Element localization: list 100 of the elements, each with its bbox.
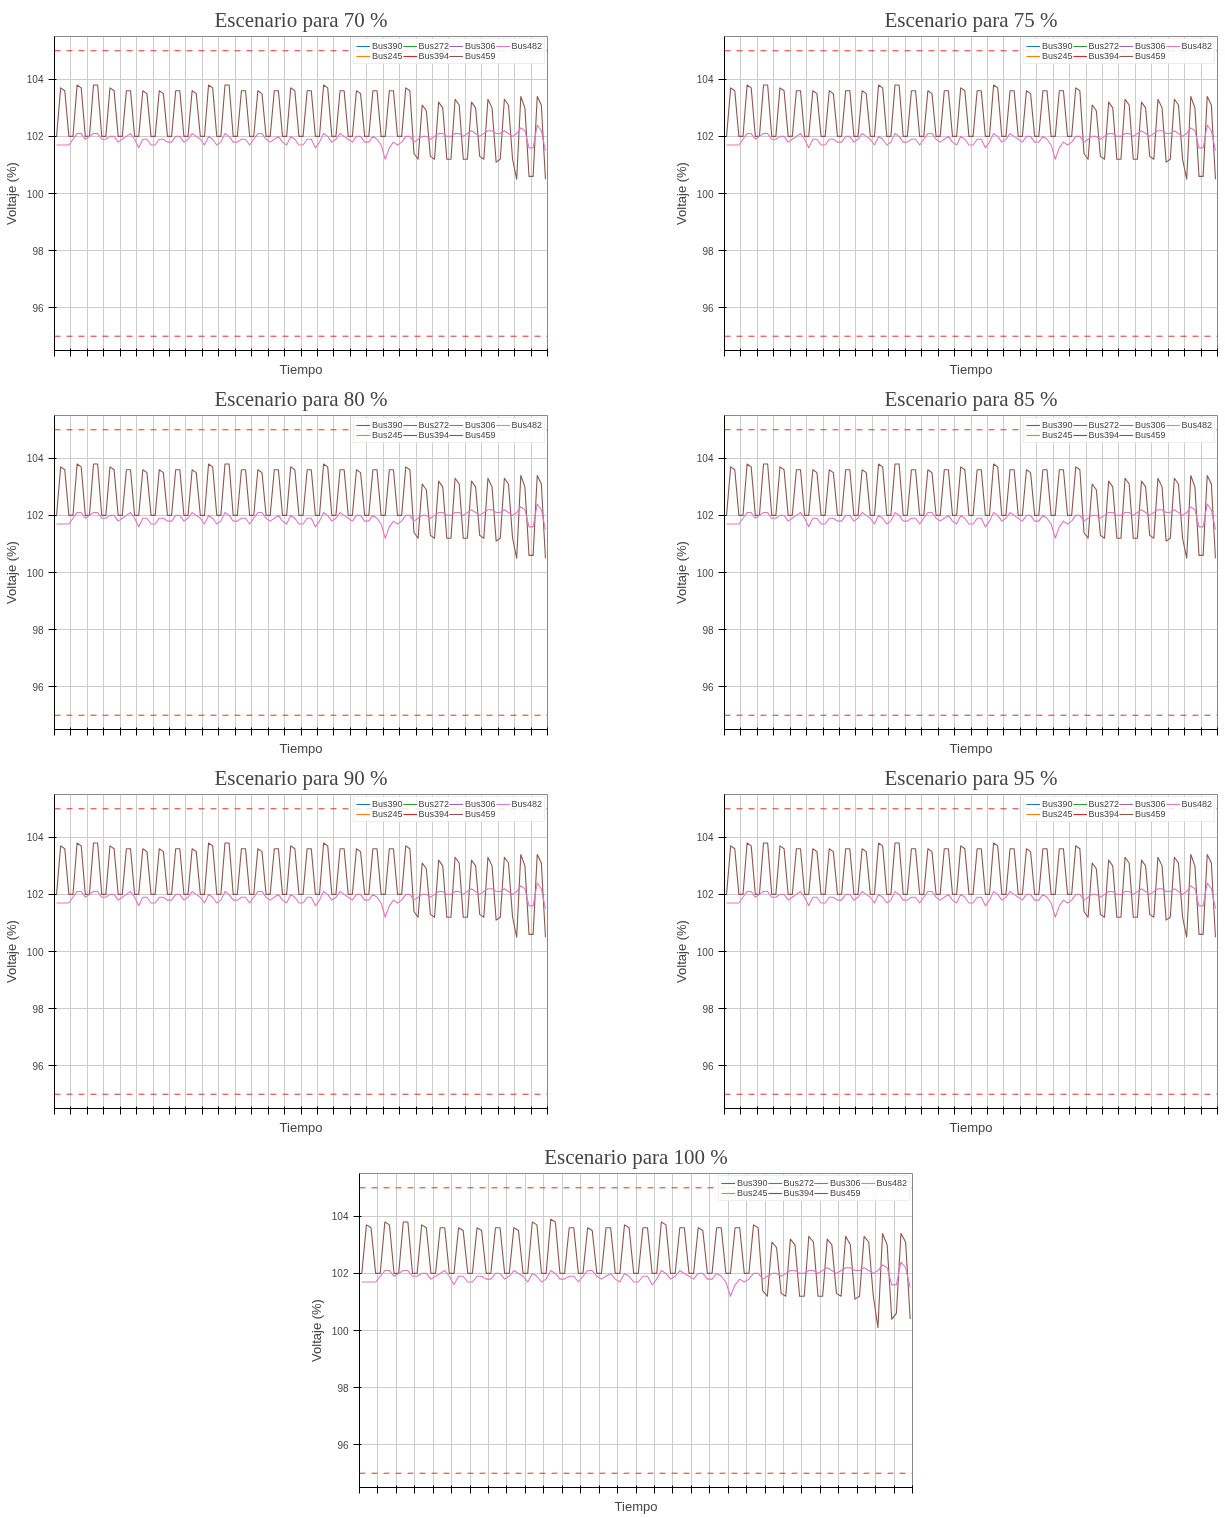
chart-title: Escenario para 70 % xyxy=(214,7,388,32)
legend-label: Bus306 xyxy=(1134,41,1166,51)
chart-title: Escenario para 100 % xyxy=(544,1144,728,1169)
legend-label: Bus459 xyxy=(464,430,496,440)
legend-label: Bus394 xyxy=(418,809,449,819)
legend-label: Bus306 xyxy=(464,41,496,51)
y-tick-label: 104 xyxy=(696,453,714,465)
legend-label: Bus272 xyxy=(418,41,449,51)
y-axis-title: Voltaje (%) xyxy=(3,920,19,983)
x-axis-title: Tiempo xyxy=(614,1498,658,1514)
y-tick-label: 100 xyxy=(696,188,714,200)
legend-label: Bus394 xyxy=(783,1188,814,1198)
legend-label: Bus459 xyxy=(1134,51,1166,61)
legend-label: Bus390 xyxy=(736,1178,768,1188)
y-tick-label: 98 xyxy=(32,624,44,636)
legend-label: Bus459 xyxy=(1134,430,1166,440)
y-tick-label: 102 xyxy=(696,131,714,143)
line-series xyxy=(56,84,546,180)
y-axis-title: Voltaje (%) xyxy=(673,541,689,604)
y-tick-label: 98 xyxy=(32,1003,44,1015)
line-series xyxy=(56,882,546,918)
legend-label: Bus245 xyxy=(371,430,403,440)
y-axis-title: Voltaje (%) xyxy=(3,162,19,225)
y-tick-label: 100 xyxy=(696,946,714,958)
y-tick-label: 100 xyxy=(696,567,714,579)
x-axis-title: Tiempo xyxy=(949,361,993,377)
legend-label: Bus306 xyxy=(829,1178,861,1188)
legend-label: Bus272 xyxy=(783,1178,814,1188)
legend-label: Bus245 xyxy=(736,1188,768,1198)
line-series xyxy=(726,124,1216,160)
y-tick-label: 96 xyxy=(337,1439,349,1451)
legend-label: Bus482 xyxy=(1181,420,1212,430)
legend-label: Bus482 xyxy=(511,799,542,809)
legend-label: Bus459 xyxy=(464,51,496,61)
legend-label: Bus306 xyxy=(1134,420,1166,430)
legend-label: Bus459 xyxy=(829,1188,861,1198)
y-tick-label: 102 xyxy=(696,889,714,901)
legend-label: Bus306 xyxy=(464,799,496,809)
x-axis-title: Tiempo xyxy=(949,1119,993,1135)
line-series xyxy=(726,463,1216,559)
y-tick-label: 102 xyxy=(26,889,44,901)
legend-label: Bus272 xyxy=(1088,420,1119,430)
y-tick-label: 100 xyxy=(26,567,44,579)
legend-label: Bus394 xyxy=(418,430,449,440)
y-tick-label: 98 xyxy=(32,245,44,257)
y-axis-title: Voltaje (%) xyxy=(3,541,19,604)
legend-label: Bus245 xyxy=(371,51,403,61)
y-axis-title: Voltaje (%) xyxy=(308,1299,324,1362)
legend-label: Bus482 xyxy=(511,420,542,430)
line-series xyxy=(361,1218,911,1329)
line-series xyxy=(726,842,1216,938)
y-tick-label: 100 xyxy=(331,1325,349,1337)
y-tick-label: 104 xyxy=(26,453,44,465)
x-axis-title: Tiempo xyxy=(279,740,323,756)
legend-label: Bus272 xyxy=(418,799,449,809)
legend-label: Bus482 xyxy=(876,1178,907,1188)
y-tick-label: 98 xyxy=(702,624,714,636)
legend-label: Bus394 xyxy=(418,51,449,61)
x-axis-title: Tiempo xyxy=(949,740,993,756)
y-tick-label: 96 xyxy=(32,681,44,693)
legend-label: Bus390 xyxy=(1041,41,1073,51)
y-tick-label: 98 xyxy=(337,1382,349,1394)
y-tick-label: 102 xyxy=(696,510,714,522)
y-tick-label: 96 xyxy=(32,1060,44,1072)
legend-label: Bus272 xyxy=(1088,41,1119,51)
y-tick-label: 96 xyxy=(32,302,44,314)
legend-label: Bus482 xyxy=(1181,41,1212,51)
legend-label: Bus394 xyxy=(1088,809,1119,819)
legend-label: Bus306 xyxy=(464,420,496,430)
chart-title: Escenario para 85 % xyxy=(884,386,1058,411)
legend-label: Bus390 xyxy=(371,799,403,809)
legend-label: Bus390 xyxy=(371,420,403,430)
y-axis-title: Voltaje (%) xyxy=(673,920,689,983)
legend-label: Bus245 xyxy=(1041,809,1073,819)
chart-title: Escenario para 75 % xyxy=(884,7,1058,32)
y-tick-label: 104 xyxy=(696,832,714,844)
line-series xyxy=(726,882,1216,918)
legend-label: Bus245 xyxy=(1041,51,1073,61)
line-series xyxy=(726,503,1216,539)
line-series xyxy=(56,124,546,160)
y-tick-label: 102 xyxy=(26,131,44,143)
legend-label: Bus245 xyxy=(1041,430,1073,440)
x-axis-title: Tiempo xyxy=(279,361,323,377)
y-axis-title: Voltaje (%) xyxy=(673,162,689,225)
legend-label: Bus390 xyxy=(371,41,403,51)
y-tick-label: 102 xyxy=(26,510,44,522)
y-tick-label: 98 xyxy=(702,1003,714,1015)
y-tick-label: 104 xyxy=(331,1211,349,1223)
y-tick-label: 96 xyxy=(702,1060,714,1072)
legend-label: Bus459 xyxy=(464,809,496,819)
line-series xyxy=(56,842,546,938)
line-series xyxy=(726,84,1216,180)
chart-title: Escenario para 90 % xyxy=(214,765,388,790)
y-tick-label: 100 xyxy=(26,946,44,958)
y-tick-label: 96 xyxy=(702,681,714,693)
y-tick-label: 104 xyxy=(26,832,44,844)
chart-title: Escenario para 95 % xyxy=(884,765,1058,790)
legend-label: Bus459 xyxy=(1134,809,1166,819)
legend-label: Bus306 xyxy=(1134,799,1166,809)
line-series xyxy=(361,1261,911,1297)
